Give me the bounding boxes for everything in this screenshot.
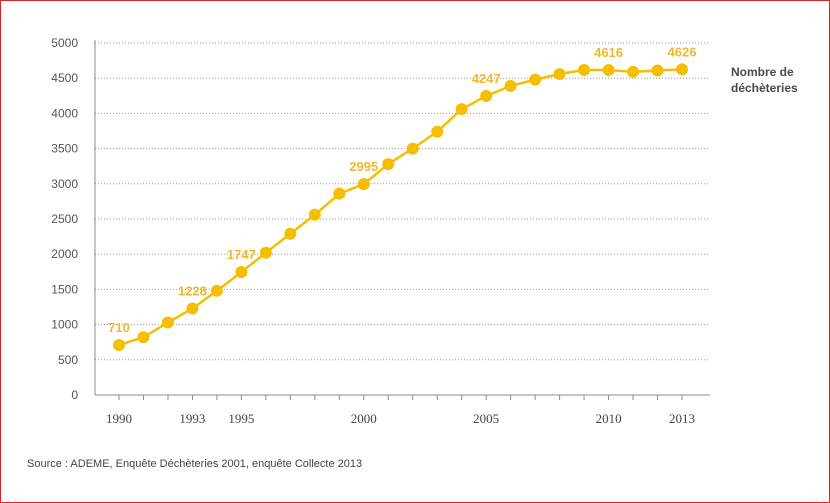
y-tick-label: 500 [58, 353, 78, 367]
y-tick-label: 5000 [51, 36, 78, 50]
x-tick-label: 1993 [179, 411, 205, 426]
series-polyline [118, 68, 683, 347]
data-point [333, 187, 346, 200]
y-tick-label: 3500 [51, 142, 78, 156]
data-point [578, 64, 591, 77]
data-point [210, 284, 223, 297]
legend-line-1: Nombre de [731, 65, 794, 79]
data-point [676, 63, 688, 76]
data-points [113, 63, 688, 352]
data-label: 710 [108, 320, 130, 335]
data-point [357, 178, 370, 191]
data-point [186, 302, 199, 315]
data-point [504, 79, 517, 92]
data-point [161, 316, 174, 329]
data-point [137, 331, 150, 344]
data-point [651, 64, 664, 77]
data-point [602, 64, 615, 77]
y-axis-ticks: 0 500 1000 1500 2000 2500 3000 3500 4000 4500 5000 [51, 36, 78, 402]
axes [94, 40, 710, 400]
data-label: 2995 [349, 159, 378, 174]
data-label: 1747 [227, 247, 256, 262]
data-point [455, 103, 468, 116]
data-point [553, 67, 566, 80]
legend-line-2: déchèteries [731, 81, 798, 95]
data-point [308, 208, 321, 221]
grid-lines [95, 42, 710, 361]
data-label: 1228 [178, 284, 207, 299]
data-point [113, 339, 125, 352]
x-tick-label: 1995 [228, 411, 254, 426]
x-tick-label: 2010 [596, 411, 622, 426]
data-point [259, 246, 272, 259]
x-tick-label: 2000 [351, 411, 377, 426]
data-label: 4616 [594, 45, 623, 60]
data-point [235, 266, 248, 279]
data-point [480, 90, 493, 103]
data-point [627, 65, 640, 78]
data-label: 4247 [472, 71, 501, 86]
y-tick-label: 2500 [51, 212, 78, 226]
y-tick-label: 1500 [51, 282, 78, 296]
y-tick-label: 3000 [51, 177, 78, 191]
data-point [284, 227, 297, 240]
y-tick-label: 0 [71, 388, 78, 402]
source-note: Source : ADEME, Enquête Déchèteries 2001… [27, 458, 363, 470]
x-tick-label: 2013 [669, 411, 695, 426]
x-axis-ticks: 1990 1993 1995 2000 2005 2010 2013 [106, 411, 695, 426]
legend: Nombre de déchèteries [731, 65, 798, 95]
series-line [118, 68, 683, 347]
data-point [431, 125, 444, 138]
data-point [382, 158, 395, 171]
data-point [406, 142, 419, 155]
y-tick-label: 2000 [51, 247, 78, 261]
data-point [529, 73, 542, 86]
y-tick-label: 4500 [51, 71, 78, 85]
x-tick-label: 1990 [106, 411, 132, 426]
data-label: 4626 [668, 44, 697, 59]
data-labels: 710 1228 1747 2995 4247 4616 4626 [108, 44, 696, 335]
y-tick-label: 1000 [51, 318, 78, 332]
y-tick-label: 4000 [51, 106, 78, 120]
x-tick-label: 2005 [473, 411, 499, 426]
